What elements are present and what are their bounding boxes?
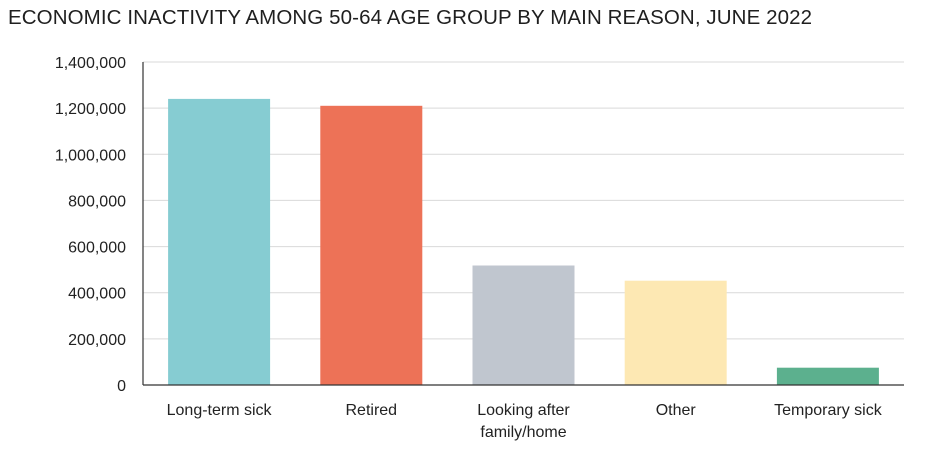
y-tick-label: 1,000,000 xyxy=(55,147,126,164)
bar xyxy=(168,98,271,386)
x-tick-label: Looking after family/home xyxy=(477,402,570,441)
x-tick-label: Long-term sick xyxy=(167,402,273,419)
x-tick-label: Temporary sick xyxy=(774,402,883,419)
chart-title: ECONOMIC INACTIVITY AMONG 50-64 AGE GROU… xyxy=(8,6,813,29)
y-tick-label: 200,000 xyxy=(68,332,126,349)
bars xyxy=(168,98,879,386)
x-tick-label: Retired xyxy=(346,402,398,419)
bar xyxy=(320,105,423,386)
y-axis-ticks: 0 200,000 400,000 600,000 800,000 1,000,000 1,… xyxy=(55,55,126,395)
y-tick-label: 0 xyxy=(117,378,126,395)
y-tick-label: 1,400,000 xyxy=(55,55,126,72)
x-tick-label: Other xyxy=(656,402,697,419)
y-tick-label: 800,000 xyxy=(68,193,126,210)
x-axis-labels: Long-term sick Retired Looking after family… xyxy=(167,402,883,441)
bar xyxy=(624,280,727,385)
axes xyxy=(142,62,904,386)
y-tick-label: 1,200,000 xyxy=(55,101,126,118)
bar xyxy=(776,367,879,385)
y-tick-label: 600,000 xyxy=(68,240,126,257)
y-tick-label: 400,000 xyxy=(68,286,126,303)
bar xyxy=(472,265,575,385)
